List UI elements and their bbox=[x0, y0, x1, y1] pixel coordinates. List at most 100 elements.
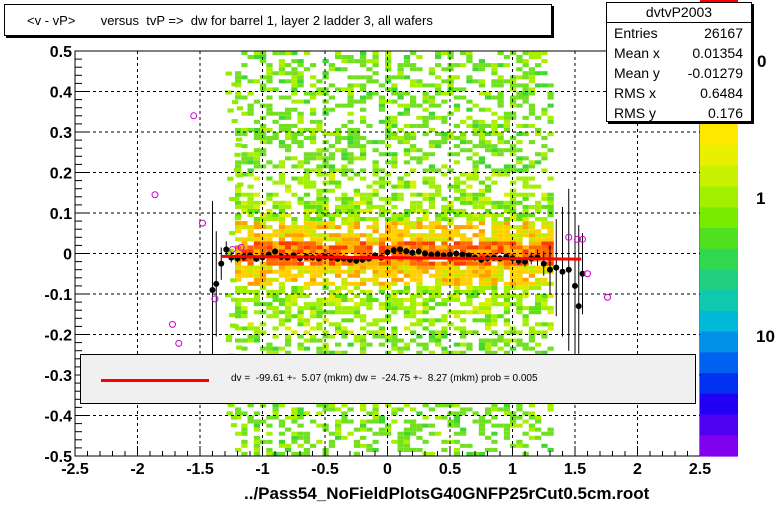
heatmap-cell bbox=[241, 204, 248, 209]
heatmap-cell bbox=[422, 415, 429, 420]
heatmap-cell bbox=[353, 136, 361, 141]
heatmap-cell bbox=[478, 415, 486, 420]
heatmap-cell bbox=[491, 172, 498, 177]
heatmap-cell bbox=[347, 310, 354, 315]
heatmap-cell bbox=[435, 192, 442, 197]
heatmap-cell bbox=[341, 156, 348, 161]
heatmap-cell bbox=[241, 273, 248, 278]
heatmap-cell bbox=[253, 326, 261, 331]
heatmap-cell bbox=[522, 265, 529, 270]
heatmap-cell bbox=[485, 132, 492, 137]
heatmap-cell bbox=[410, 168, 417, 173]
heatmap-cell bbox=[347, 273, 354, 278]
heatmap-cell bbox=[266, 306, 273, 311]
heatmap-cell bbox=[510, 225, 517, 230]
heatmap-cell bbox=[360, 217, 367, 222]
heatmap-cell bbox=[253, 435, 261, 440]
heatmap-cell bbox=[403, 63, 411, 68]
heatmap-cell bbox=[491, 127, 498, 132]
heatmap-cell bbox=[416, 217, 423, 222]
heatmap-cell bbox=[253, 200, 261, 205]
heatmap-cell bbox=[360, 233, 367, 238]
heatmap-cell bbox=[378, 99, 386, 104]
heatmap-cell bbox=[416, 208, 423, 213]
heatmap-cell bbox=[253, 330, 261, 335]
heatmap-cell bbox=[316, 196, 323, 201]
heatmap-cell bbox=[347, 55, 354, 60]
heatmap-cell bbox=[291, 156, 298, 161]
heatmap-cell bbox=[547, 326, 554, 331]
heatmap-cell bbox=[310, 136, 317, 141]
heatmap-cell bbox=[528, 160, 536, 165]
heatmap-cell bbox=[441, 302, 448, 307]
heatmap-cell bbox=[378, 330, 386, 335]
heatmap-cell bbox=[453, 103, 461, 108]
heatmap-cell bbox=[522, 411, 529, 416]
heatmap-cell bbox=[291, 132, 298, 137]
heatmap-cell bbox=[341, 330, 348, 335]
heatmap-cell bbox=[466, 261, 473, 266]
heatmap-cell bbox=[353, 245, 361, 250]
heatmap-cell bbox=[541, 51, 548, 56]
y-tick-label: -0.3 bbox=[44, 368, 72, 385]
heatmap-cell bbox=[372, 322, 379, 327]
heatmap-cell bbox=[266, 75, 273, 80]
heatmap-cell bbox=[441, 415, 448, 420]
heatmap-cell bbox=[397, 75, 404, 80]
heatmap-cell bbox=[378, 273, 386, 278]
heatmap-cell bbox=[247, 213, 254, 218]
heatmap-cell bbox=[422, 257, 429, 262]
heatmap-cell bbox=[272, 111, 279, 116]
heatmap-cell bbox=[491, 447, 498, 452]
stats-box: dvtvP2003 Entries 26167 Mean x 0.01354 M… bbox=[606, 2, 752, 122]
heatmap-cell bbox=[347, 119, 354, 124]
heatmap-cell bbox=[266, 111, 273, 116]
heatmap-cell bbox=[303, 302, 311, 307]
heatmap-cell bbox=[547, 261, 554, 266]
heatmap-cell bbox=[453, 144, 461, 149]
heatmap-cell bbox=[385, 132, 392, 137]
heatmap-cell bbox=[272, 241, 279, 246]
heatmap-cell bbox=[260, 285, 267, 290]
heatmap-cell bbox=[253, 152, 261, 157]
heatmap-cell bbox=[410, 314, 417, 319]
heatmap-cell bbox=[403, 221, 411, 226]
heatmap-cell bbox=[378, 152, 386, 157]
heatmap-cell bbox=[522, 322, 529, 327]
heatmap-cell bbox=[253, 225, 261, 230]
heatmap-cell bbox=[478, 59, 486, 64]
heatmap-cell bbox=[347, 132, 354, 137]
heatmap-cell bbox=[353, 273, 361, 278]
heatmap-cell bbox=[360, 156, 367, 161]
heatmap-cell bbox=[385, 180, 392, 185]
heatmap-cell bbox=[372, 334, 379, 339]
heatmap-cell bbox=[266, 192, 273, 197]
heatmap-cell bbox=[453, 241, 461, 246]
heatmap-cell bbox=[485, 407, 492, 412]
heatmap-cell bbox=[453, 196, 461, 201]
heatmap-cell bbox=[478, 229, 486, 234]
heatmap-cell bbox=[422, 225, 429, 230]
heatmap-cell bbox=[466, 298, 473, 303]
heatmap-cell bbox=[360, 63, 367, 68]
heatmap-cell bbox=[231, 82, 238, 87]
heatmap-cell bbox=[366, 330, 373, 335]
heatmap-cell bbox=[441, 172, 448, 177]
heatmap-cell bbox=[285, 111, 292, 116]
heatmap-cell bbox=[485, 310, 492, 315]
heatmap-cell bbox=[403, 419, 411, 424]
heatmap-cell bbox=[360, 318, 367, 323]
heatmap-cell bbox=[303, 265, 311, 270]
heatmap-cell bbox=[491, 233, 498, 238]
heatmap-cell bbox=[472, 451, 479, 456]
heatmap-cell bbox=[460, 148, 467, 153]
heatmap-cell bbox=[360, 87, 367, 92]
heatmap-cell bbox=[397, 277, 404, 282]
heatmap-cell bbox=[366, 447, 373, 452]
heatmap-cell bbox=[478, 318, 486, 323]
heatmap-cell bbox=[316, 91, 323, 96]
heatmap-cell bbox=[516, 225, 523, 230]
heatmap-cell bbox=[372, 273, 379, 278]
heatmap-cell bbox=[522, 233, 529, 238]
heatmap-cell bbox=[385, 55, 392, 60]
